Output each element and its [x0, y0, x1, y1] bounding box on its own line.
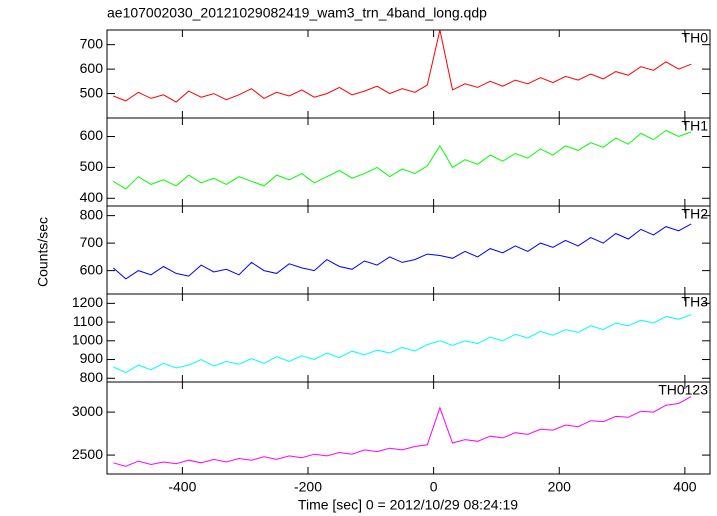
x-tick-label: -400: [168, 479, 196, 495]
y-tick-label: 500: [80, 158, 104, 174]
chart-title: ae107002030_20121029082419_wam3_trn_4ban…: [107, 5, 487, 21]
series-label: TH3: [682, 294, 709, 310]
y-tick-label: 600: [80, 261, 104, 277]
y-tick-label: 1000: [72, 332, 103, 348]
y-tick-label: 1100: [73, 313, 103, 329]
x-axis-label: Time [sec] 0 = 2012/10/29 08:24:19: [298, 497, 518, 513]
y-tick-label: 800: [80, 206, 104, 222]
y-tick-label: 400: [80, 189, 104, 205]
y-axis-label: Counts/sec: [35, 217, 51, 287]
y-tick-label: 600: [80, 60, 104, 76]
y-tick-label: 700: [80, 234, 104, 250]
data-line: [113, 314, 692, 374]
y-tick-label: 900: [80, 350, 104, 366]
y-tick-label: 600: [80, 127, 104, 143]
x-tick-label: 400: [673, 479, 697, 495]
y-tick-label: 2500: [72, 446, 103, 462]
series-label: TH0: [682, 30, 709, 46]
series-label: TH1: [682, 118, 709, 134]
y-tick-label: 500: [80, 84, 104, 100]
panel-frame: [106, 381, 711, 475]
data-line: [113, 396, 692, 467]
series-label: TH2: [682, 206, 709, 222]
data-line: [113, 29, 692, 103]
series-label: TH0123: [658, 382, 708, 398]
y-tick-label: 700: [80, 35, 104, 51]
x-tick-label: 0: [430, 479, 438, 495]
x-tick-label: 200: [548, 479, 572, 495]
y-tick-label: 800: [80, 369, 104, 385]
y-tick-label: 3000: [72, 403, 103, 419]
data-line: [113, 129, 692, 190]
x-tick-label: -200: [294, 479, 322, 495]
data-line: [112, 223, 692, 280]
y-tick-label: 1200: [72, 294, 103, 310]
